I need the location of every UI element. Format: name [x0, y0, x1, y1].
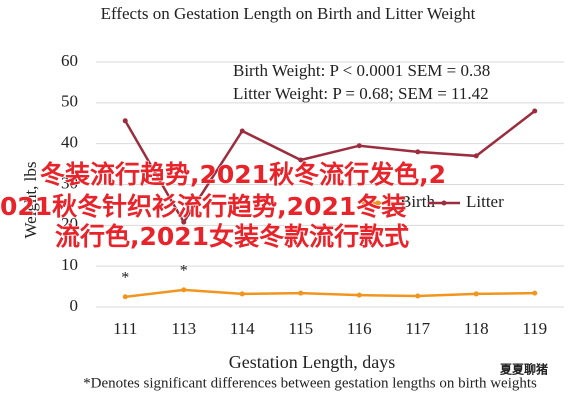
data-point	[181, 287, 187, 293]
data-point	[298, 290, 304, 296]
data-point	[532, 290, 538, 296]
data-point	[122, 294, 128, 300]
watermark-text: 流行色,2021女装冬款流行款式	[55, 222, 409, 251]
legend-marker	[441, 200, 447, 206]
legend-label: Birth	[400, 192, 435, 211]
chart-title: Effects on Gestation Length on Birth and…	[101, 4, 476, 23]
watermark-text: 021秋冬针织衫流行趋势,2021冬装	[0, 192, 406, 221]
x-tick-label: 115	[288, 319, 313, 338]
y-tick-label: 20	[61, 214, 78, 233]
footnote: *Denotes significant differences between…	[83, 375, 537, 391]
data-point	[415, 293, 421, 299]
data-point	[298, 157, 304, 163]
line-series	[125, 288, 535, 299]
x-tick-label: 114	[230, 319, 255, 338]
significance-marker: *	[180, 263, 188, 280]
data-point	[473, 153, 479, 159]
x-tick-label: 111	[113, 319, 137, 338]
x-tick-label: 118	[464, 319, 489, 338]
legend-label: Litter	[466, 192, 504, 211]
y-tick-label: 40	[61, 133, 78, 152]
data-point	[122, 118, 128, 124]
data-point	[356, 143, 362, 149]
x-axis-label: Gestation Length, days	[229, 352, 395, 372]
legend-marker	[375, 200, 381, 206]
annotation: Litter Weight: P = 0.68; SEM = 11.42	[233, 84, 489, 103]
y-tick-label: 60	[61, 51, 78, 70]
data-point	[473, 291, 479, 297]
data-point	[356, 292, 362, 298]
x-tick-label: 113	[171, 319, 196, 338]
data-point	[239, 128, 245, 134]
y-tick-label: 30	[61, 173, 78, 192]
y-tick-label: 10	[61, 255, 78, 274]
data-point	[239, 291, 245, 297]
line-series	[124, 110, 536, 225]
y-axis-label: Weight, lbs	[21, 161, 40, 238]
annotation: Birth Weight: P < 0.0001 SEM = 0.38	[233, 61, 490, 80]
watermark-text: 冬装流行趋势,2021秋冬流行发色,2	[40, 160, 446, 189]
data-point	[532, 108, 538, 114]
y-tick-label: 50	[61, 92, 78, 111]
data-point	[415, 149, 421, 155]
badge: 夏夏聊猪	[500, 362, 548, 377]
x-tick-label: 117	[405, 319, 430, 338]
data-point	[181, 219, 187, 225]
y-tick-label: 0	[70, 296, 79, 315]
x-tick-label: 116	[347, 319, 372, 338]
x-tick-label: 119	[522, 319, 547, 338]
significance-marker: *	[121, 269, 129, 286]
